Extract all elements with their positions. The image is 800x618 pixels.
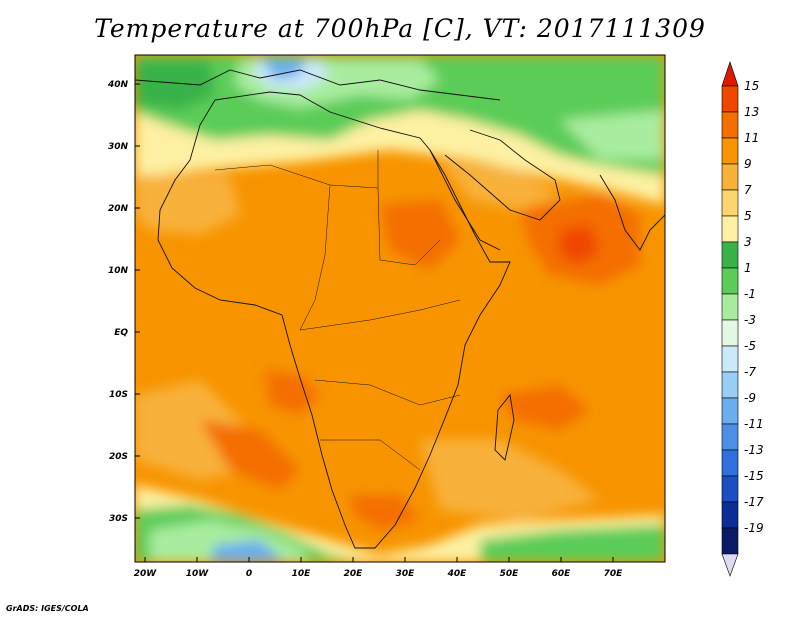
colorbar-box bbox=[721, 423, 739, 451]
colorbar-label: -11 bbox=[744, 417, 764, 431]
colorbar-label: 15 bbox=[744, 79, 759, 93]
colorbar-box bbox=[721, 527, 739, 555]
colorbar-label: 3 bbox=[744, 235, 752, 249]
colorbar-box bbox=[721, 215, 739, 243]
colorbar-box bbox=[721, 267, 739, 295]
lon-tick-label: 30E bbox=[396, 569, 416, 579]
map-figure: 40N 30N 20N 10N EQ 10S 20S 30S 20W 10W 0 10E 20E 30E… bbox=[107, 54, 764, 579]
field-kalahari-hot bbox=[200, 420, 300, 490]
colorbar-under-arrow bbox=[721, 553, 739, 577]
colorbar-box bbox=[721, 397, 739, 425]
colorbar-box bbox=[721, 293, 739, 321]
lon-tick-label: 70E bbox=[604, 569, 624, 579]
colorbar-label: 1 bbox=[744, 261, 752, 275]
lat-tick-label: 10N bbox=[108, 266, 129, 276]
colorbar: 15 13 11 9 7 5 3 1 -1 -3 -5 -7 -9 -11 -13 -15 -17 -19 bbox=[721, 61, 764, 577]
colorbar-label: -17 bbox=[744, 495, 764, 509]
colorbar-box bbox=[721, 111, 739, 139]
field-arabia-patch bbox=[440, 160, 560, 210]
field-sahel-hot bbox=[380, 200, 460, 270]
lat-tick-label: 30N bbox=[108, 142, 129, 152]
colorbar-label: 11 bbox=[744, 131, 759, 145]
border bbox=[299, 184, 331, 331]
coastlines bbox=[135, 69, 665, 549]
india-coast bbox=[599, 174, 665, 251]
africa-coastline bbox=[157, 91, 511, 549]
colorbar-label: -3 bbox=[744, 313, 756, 327]
colorbar-box bbox=[721, 137, 739, 165]
latitude-axis: 40N 30N 20N 10N EQ 10S 20S 30S bbox=[107, 80, 140, 524]
lon-tick-label: 10W bbox=[186, 569, 210, 579]
red-sea-coast bbox=[429, 149, 501, 251]
temperature-field bbox=[135, 55, 665, 562]
lon-tick-label: 10E bbox=[292, 569, 312, 579]
lat-tick-label: 10S bbox=[109, 390, 128, 400]
map-frame bbox=[134, 54, 666, 563]
colorbar-label: -9 bbox=[744, 391, 756, 405]
lon-tick-label: 20E bbox=[344, 569, 364, 579]
border bbox=[377, 187, 441, 266]
field-south-africa-patch bbox=[420, 440, 600, 520]
colorbar-label: -5 bbox=[744, 339, 756, 353]
colorbar-label: -7 bbox=[744, 365, 756, 379]
colorbar-label: 9 bbox=[744, 157, 752, 171]
colorbar-box bbox=[721, 371, 739, 399]
longitude-axis: 20W 10W 0 10E 20E 30E 40E 50E 60E 70E bbox=[134, 557, 623, 579]
field-south-green-east bbox=[480, 525, 665, 562]
border bbox=[299, 299, 461, 331]
arabian-peninsula-coast bbox=[444, 129, 561, 221]
colorbar-box bbox=[721, 319, 739, 347]
colorbar-label: 7 bbox=[744, 183, 752, 197]
border bbox=[314, 379, 461, 406]
europe-coast bbox=[135, 69, 501, 101]
field-north-dark-green bbox=[135, 60, 215, 110]
field-arabian-sea-hotter bbox=[560, 225, 600, 265]
field-north-light-green-east bbox=[560, 110, 665, 160]
colorbar-box bbox=[721, 475, 739, 503]
field-congo-hot bbox=[265, 370, 320, 415]
lat-tick-label: 20N bbox=[108, 204, 129, 214]
lat-tick-label: 30S bbox=[109, 514, 128, 524]
field-indian-ocean-hot bbox=[500, 385, 590, 430]
lat-tick-label: 40N bbox=[107, 80, 129, 90]
colorbar-box bbox=[721, 345, 739, 373]
colorbar-over-arrow bbox=[721, 61, 739, 87]
field-south-blue bbox=[210, 540, 285, 562]
field-west-sahel-patch bbox=[135, 175, 240, 235]
colorbar-box bbox=[721, 189, 739, 217]
colorbar-box bbox=[721, 449, 739, 477]
colorbar-box bbox=[721, 501, 739, 529]
colorbar-label: -13 bbox=[744, 443, 764, 457]
lon-tick-label: 60E bbox=[552, 569, 572, 579]
lon-tick-label: 20W bbox=[134, 569, 158, 579]
country-borders bbox=[214, 150, 461, 471]
grads-credit: GrADS: IGES/COLA bbox=[6, 604, 89, 613]
colorbar-label: -15 bbox=[744, 469, 764, 483]
lat-tick-label: EQ bbox=[114, 328, 128, 338]
colorbar-label: 5 bbox=[744, 209, 752, 223]
colorbar-label: -19 bbox=[744, 521, 764, 535]
madagascar-coast bbox=[494, 393, 515, 461]
lon-tick-label: 0 bbox=[246, 569, 252, 579]
colorbar-box bbox=[721, 163, 739, 191]
lon-tick-label: 50E bbox=[500, 569, 520, 579]
colorbar-box bbox=[721, 241, 739, 269]
map-title: Temperature at 700hPa [C], VT: 201711130… bbox=[94, 14, 706, 43]
colorbar-label: 13 bbox=[744, 105, 759, 119]
lat-tick-label: 20S bbox=[109, 452, 128, 462]
field-southeast-hot bbox=[350, 495, 420, 530]
colorbar-label: -1 bbox=[744, 287, 756, 301]
colorbar-box bbox=[721, 85, 739, 113]
border bbox=[320, 439, 421, 471]
lon-tick-label: 40E bbox=[447, 569, 468, 579]
